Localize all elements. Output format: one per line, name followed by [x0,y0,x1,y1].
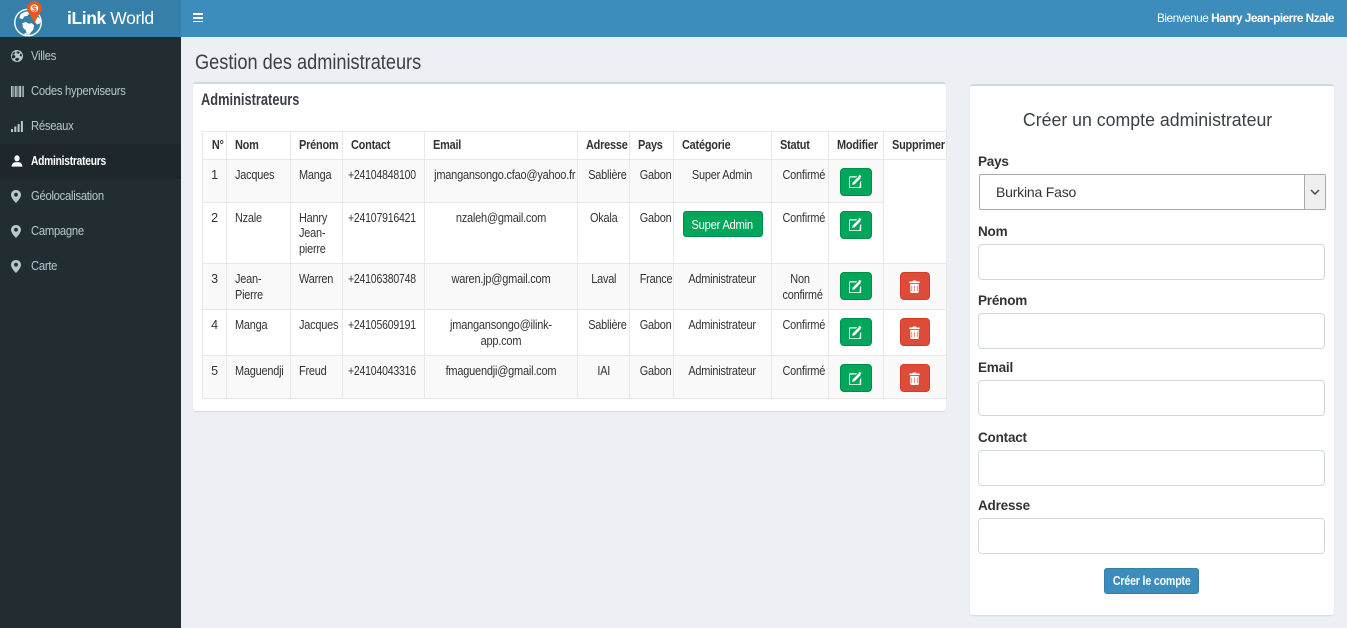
svg-text:$: $ [32,3,37,13]
